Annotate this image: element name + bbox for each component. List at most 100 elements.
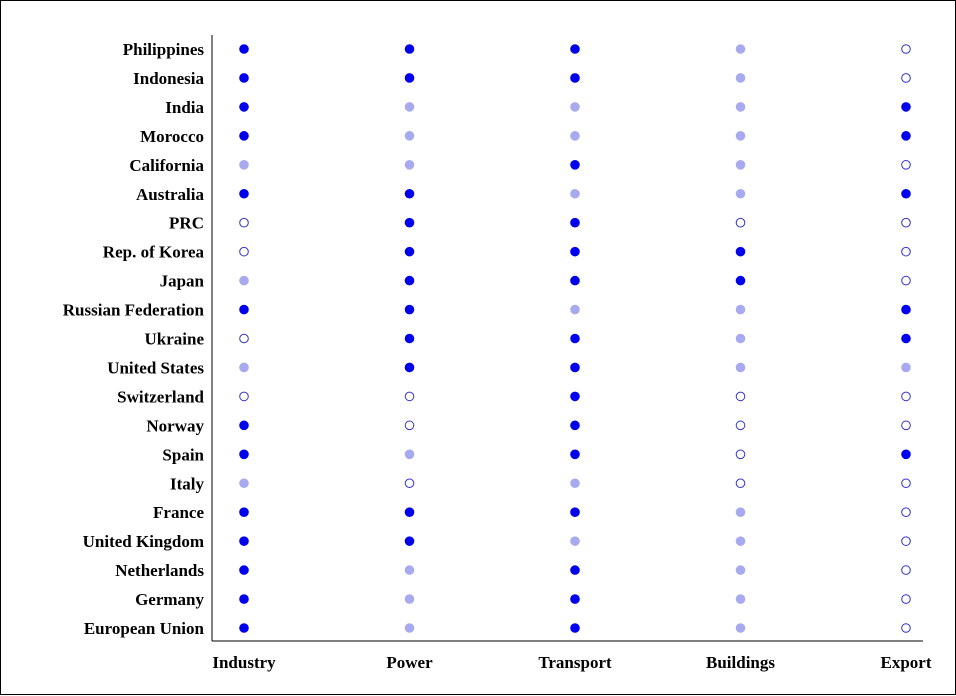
dot-filled-light [404,131,415,141]
dot-filled-light [735,160,746,170]
dot-hollow [239,391,249,402]
dot-filled-dark [570,73,580,83]
dot-filled-light [735,594,746,604]
dot-hollow [901,73,911,83]
row-label: Italy [170,474,205,493]
dot-hollow [901,44,911,54]
dot-filled-light [735,623,746,633]
dot-filled-dark [901,102,911,112]
dot-filled-light [735,507,746,518]
dot-hollow [735,420,746,431]
dot-filled-light [735,44,746,54]
dot-filled-dark [570,246,580,257]
dot-filled-light [239,160,249,170]
dot-filled-dark [239,304,249,315]
dot-filled-dark [901,333,911,344]
dot-filled-dark [901,449,911,460]
dot-filled-dark [570,44,580,54]
dot-filled-dark [570,362,580,373]
row-label: Netherlands [115,561,204,580]
dot-filled-dark [735,246,746,257]
dot-hollow [404,391,415,402]
dot-filled-light [570,536,580,546]
dot-filled-dark [901,188,911,199]
dot-filled-light [404,160,415,170]
dot-filled-dark [404,44,415,54]
dot-hollow [404,478,415,489]
dot-filled-light [735,333,746,344]
dot-hollow [735,478,746,489]
dot-hollow [404,420,415,431]
dot-filled-dark [404,275,415,286]
dot-filled-dark [901,131,911,141]
row-label: Switzerland [117,387,204,406]
dot-filled-dark [901,304,911,315]
row-label: Japan [160,272,205,291]
dot-hollow [239,333,249,344]
dot-filled-dark [239,420,249,431]
row-label: Germany [135,590,204,609]
column-label: Power [386,653,433,672]
dot-filled-dark [239,44,249,54]
row-label: United States [107,358,204,377]
dot-hollow [901,275,911,286]
dot-filled-dark [404,217,415,228]
dot-filled-dark [239,102,249,112]
dot-filled-dark [404,333,415,344]
dot-filled-dark [570,333,580,344]
row-label: Norway [146,416,204,435]
dot-hollow [901,478,911,489]
row-label: Philippines [123,40,205,59]
dot-filled-light [404,565,415,575]
row-label: Morocco [140,127,204,146]
dot-filled-dark [239,73,249,83]
dot-filled-dark [404,507,415,518]
row-label: Rep. of Korea [103,243,205,262]
dot-hollow [735,217,746,228]
row-label: California [129,156,204,175]
dot-filled-light [901,362,911,373]
dot-hollow [901,507,911,518]
dot-filled-dark [239,594,249,604]
dot-filled-light [570,304,580,315]
axes [211,35,923,642]
column-label: Buildings [706,653,775,672]
dot-hollow [735,449,746,460]
column-label: Industry [212,653,276,672]
dot-filled-dark [570,565,580,575]
dot-filled-light [570,478,580,489]
dot-filled-light [735,362,746,373]
dot-filled-light [404,449,415,460]
row-label: India [165,98,204,117]
dot-filled-light [735,304,746,315]
dot-filled-light [735,73,746,83]
dot-filled-dark [239,449,249,460]
dot-hollow [239,217,249,228]
dot-filled-dark [404,536,415,546]
dot-filled-dark [570,160,580,170]
dot-filled-light [404,623,415,633]
row-labels: Philippines Indonesia India Morocco Californ… [63,40,205,638]
dot-filled-dark [239,507,249,518]
dot-hollow [901,623,911,633]
dot-filled-light [239,362,249,373]
dot-filled-light [735,188,746,199]
dot-filled-light [735,565,746,575]
row-label: United Kingdom [83,532,204,551]
dot-filled-dark [570,275,580,286]
dot-filled-dark [404,304,415,315]
dot-filled-light [735,102,746,112]
dot-hollow [239,246,249,257]
dot-filled-dark [239,131,249,141]
dot-filled-dark [570,507,580,518]
row-label: Spain [162,445,204,464]
dot-hollow [901,391,911,402]
dot-filled-dark [404,73,415,83]
dot-filled-dark [239,188,249,199]
dot-filled-light [735,131,746,141]
dot-filled-dark [239,623,249,633]
dot-filled-dark [570,217,580,228]
dot-filled-light [404,594,415,604]
